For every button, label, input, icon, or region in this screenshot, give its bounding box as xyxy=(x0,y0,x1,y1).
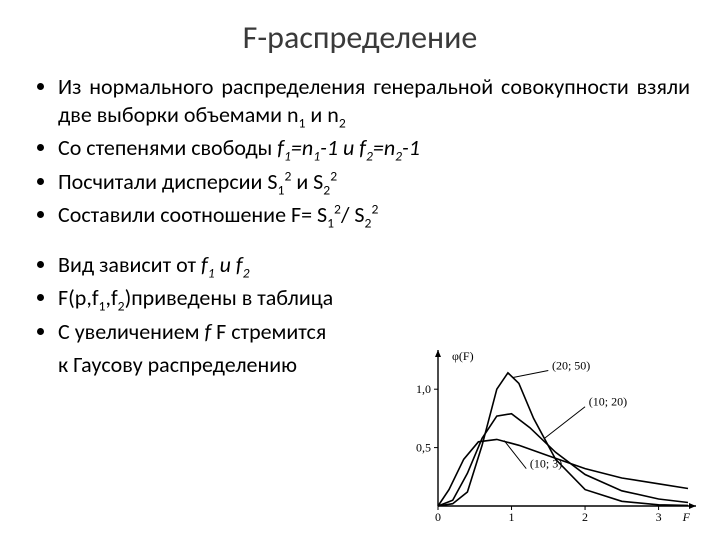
bullet-item: F(р,f1,f2)приведены в таблица xyxy=(58,284,690,312)
svg-text:F: F xyxy=(682,510,691,524)
svg-text:1: 1 xyxy=(509,510,515,524)
svg-text:(20; 50): (20; 50) xyxy=(552,358,590,372)
bullet-item: Вид зависит от f1 и f2 xyxy=(58,251,690,279)
svg-text:3: 3 xyxy=(656,510,662,524)
bullet-item: Cо степенями свободы f1=n1-1 и f2=n2-1 xyxy=(58,134,690,162)
page-title: F-распределение xyxy=(30,18,690,57)
svg-text:0: 0 xyxy=(435,510,441,524)
svg-text:0,5: 0,5 xyxy=(416,441,431,455)
f-distribution-chart: 0 1 2 3 0,5 1,0 φ(F) F (20; 50) (10; 20) (10; 3) xyxy=(398,348,698,528)
svg-text:(10; 20): (10; 20) xyxy=(589,395,627,409)
svg-text:(10; 3): (10; 3) xyxy=(530,456,562,470)
bullet-item: С увеличением f F стремится xyxy=(58,318,690,346)
bullet-item: Посчитали дисперсии S12 и S22 xyxy=(58,168,690,196)
bullet-list: Из нормального распределения генеральной… xyxy=(30,73,690,345)
bullet-item: Составили соотношение F= S12/ S22 xyxy=(58,201,690,229)
svg-text:1,0: 1,0 xyxy=(416,382,431,396)
svg-text:2: 2 xyxy=(582,510,588,524)
svg-text:φ(F): φ(F) xyxy=(452,349,474,363)
chart-svg: 0 1 2 3 0,5 1,0 φ(F) F (20; 50) (10; 20) (10; 3) xyxy=(398,348,698,528)
bullet-item: Из нормального распределения генеральной… xyxy=(58,73,690,128)
